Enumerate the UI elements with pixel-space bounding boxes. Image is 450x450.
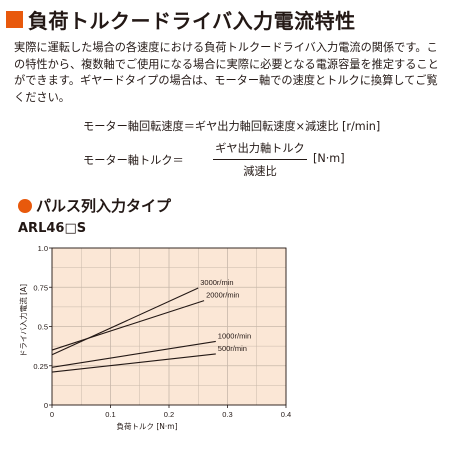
page-title: 負荷トルクードライバ入力電流特性 (28, 8, 356, 33)
current-characteristics-chart: 0 0.1 0.2 0.3 0.4 0 0.25 0.5 0.75 1.0 負荷トルク [N·m] ド… (18, 244, 291, 431)
y-tick-label: 1.0 (38, 244, 48, 253)
x-tick-label: 0.1 (105, 410, 115, 419)
torque-formula-lhs: モーター軸トルク＝ (83, 154, 184, 167)
series-label: 3000r/min (200, 278, 233, 287)
torque-formula-unit: [N·m] (313, 152, 345, 165)
section-bullet-icon (18, 198, 32, 213)
torque-formula-fraction: ギヤ出力軸トルク 減速比 (213, 140, 307, 179)
section-title: パルス列入力タイプ (36, 197, 172, 215)
y-tick-label: 0.25 (33, 362, 48, 371)
intro-text: 実際に運転した場合の各速度における負荷トルクードライバ入力電流の関係です。この特… (14, 41, 439, 104)
x-axis-label: 負荷トルク [N·m] (116, 421, 177, 431)
title-square-icon (6, 10, 23, 28)
y-tick-label: 0.75 (33, 283, 48, 292)
section-heading: パルス列入力タイプ (18, 195, 171, 216)
fraction-denominator: 減速比 (243, 165, 277, 178)
speed-conversion-formula: モーター軸回転速度＝ギヤ出力軸回転速度×減速比 [r/min] (83, 120, 381, 133)
series-label: 500r/min (218, 344, 247, 353)
series-line (51, 340, 216, 368)
y-tick-label: 0.5 (38, 323, 48, 332)
y-axis-label: ドライバ入力電流 [A] (18, 284, 28, 357)
series-line (51, 287, 199, 356)
fraction-numerator: ギヤ出力軸トルク (215, 142, 305, 155)
page-title-block: 負荷トルクードライバ入力電流特性 (6, 4, 356, 34)
series-line (51, 353, 216, 373)
x-tick-label: 0 (50, 410, 54, 419)
x-tick-label: 0.4 (281, 410, 291, 419)
x-tick-label: 0.2 (164, 410, 174, 419)
y-tick-label: 0 (44, 401, 48, 410)
series-label: 1000r/min (218, 331, 251, 340)
model-name: ARL46□S (18, 221, 87, 236)
x-tick-label: 0.3 (222, 410, 232, 419)
series-label: 2000r/min (206, 291, 239, 300)
fraction-bar (213, 159, 307, 160)
series-line (51, 300, 205, 351)
